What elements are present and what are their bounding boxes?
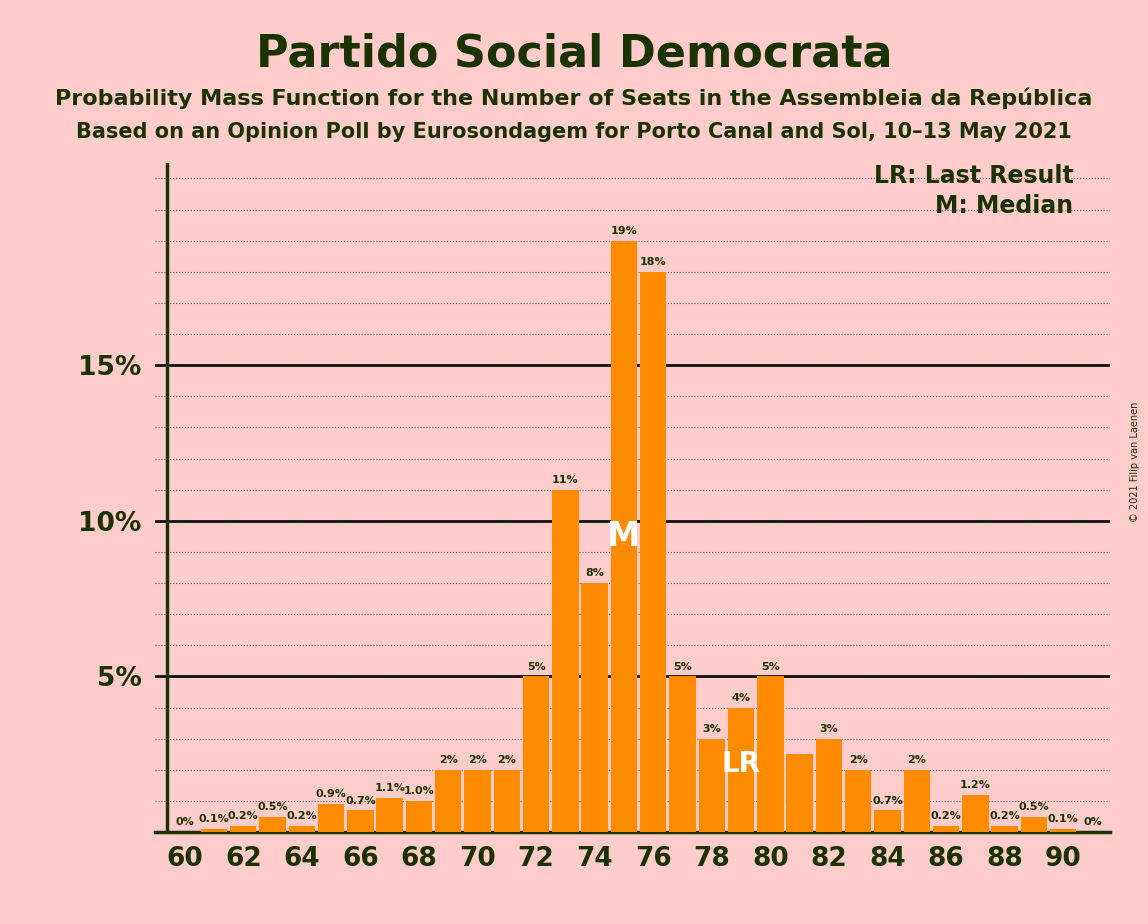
Bar: [641, 272, 666, 833]
Text: LR: LR: [722, 749, 761, 778]
Text: 1.0%: 1.0%: [404, 786, 434, 796]
Text: 2%: 2%: [907, 755, 926, 765]
Text: 19%: 19%: [611, 226, 637, 236]
Text: 5%: 5%: [527, 662, 545, 672]
Bar: [377, 798, 403, 833]
Text: 0.2%: 0.2%: [287, 811, 317, 821]
Bar: [405, 801, 432, 833]
Text: Partido Social Democrata: Partido Social Democrata: [256, 32, 892, 76]
Bar: [494, 770, 520, 833]
Text: 3%: 3%: [820, 724, 838, 734]
Text: Based on an Opinion Poll by Eurosondagem for Porto Canal and Sol, 10–13 May 2021: Based on an Opinion Poll by Eurosondagem…: [76, 122, 1072, 142]
Bar: [758, 676, 784, 833]
Text: 18%: 18%: [639, 257, 667, 267]
Text: 0.7%: 0.7%: [872, 796, 902, 806]
Text: 5%: 5%: [761, 662, 779, 672]
Text: 2%: 2%: [439, 755, 458, 765]
Text: 2%: 2%: [848, 755, 868, 765]
Text: 0%: 0%: [1083, 818, 1102, 828]
Text: 0.5%: 0.5%: [1018, 802, 1049, 812]
Text: M: M: [607, 520, 641, 553]
Bar: [786, 754, 813, 833]
Bar: [464, 770, 490, 833]
Bar: [347, 810, 373, 833]
Text: 1.1%: 1.1%: [374, 784, 405, 793]
Text: LR: Last Result: LR: Last Result: [874, 164, 1073, 188]
Text: M: Median: M: Median: [936, 194, 1073, 218]
Text: Probability Mass Function for the Number of Seats in the Assembleia da República: Probability Mass Function for the Number…: [55, 88, 1093, 109]
Text: 0.2%: 0.2%: [990, 811, 1019, 821]
Bar: [933, 826, 960, 833]
Text: 0.5%: 0.5%: [257, 802, 288, 812]
Text: 0.7%: 0.7%: [346, 796, 375, 806]
Bar: [522, 676, 549, 833]
Text: 5%: 5%: [673, 662, 692, 672]
Text: 3%: 3%: [703, 724, 721, 734]
Text: 0.1%: 0.1%: [199, 814, 230, 824]
Bar: [669, 676, 696, 833]
Bar: [582, 583, 607, 833]
Bar: [1021, 817, 1047, 833]
Bar: [816, 739, 843, 833]
Bar: [875, 810, 901, 833]
Bar: [435, 770, 461, 833]
Text: 0.9%: 0.9%: [316, 789, 347, 799]
Bar: [259, 817, 286, 833]
Text: 0.1%: 0.1%: [1048, 814, 1079, 824]
Bar: [288, 826, 315, 833]
Bar: [201, 829, 227, 833]
Text: 1.2%: 1.2%: [960, 780, 991, 790]
Bar: [552, 490, 579, 833]
Bar: [962, 795, 988, 833]
Bar: [318, 804, 344, 833]
Text: 8%: 8%: [585, 568, 604, 578]
Bar: [611, 240, 637, 833]
Text: © 2021 Filip van Laenen: © 2021 Filip van Laenen: [1131, 402, 1140, 522]
Text: 11%: 11%: [552, 475, 579, 485]
Text: 0.2%: 0.2%: [228, 811, 258, 821]
Bar: [845, 770, 871, 833]
Text: 4%: 4%: [731, 693, 751, 703]
Bar: [1050, 829, 1077, 833]
Bar: [699, 739, 726, 833]
Bar: [230, 826, 256, 833]
Bar: [903, 770, 930, 833]
Text: 2%: 2%: [497, 755, 517, 765]
Text: 0.2%: 0.2%: [931, 811, 961, 821]
Text: 0%: 0%: [176, 818, 194, 828]
Bar: [728, 708, 754, 833]
Bar: [992, 826, 1018, 833]
Text: 2%: 2%: [468, 755, 487, 765]
